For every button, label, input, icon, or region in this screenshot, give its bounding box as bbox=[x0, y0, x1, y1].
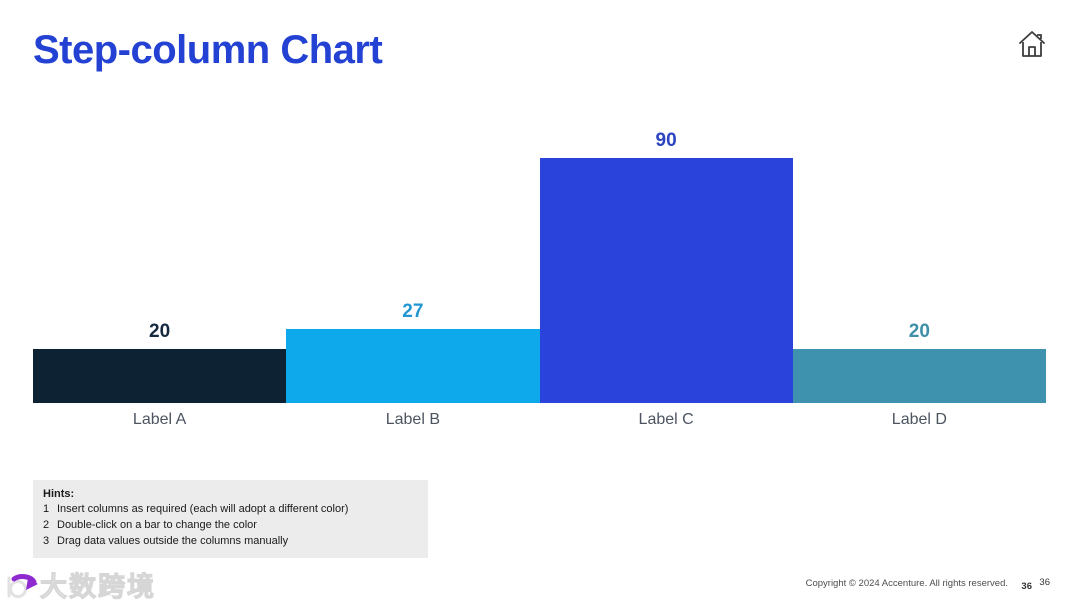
bar-value-label-label-a[interactable]: 20 bbox=[149, 321, 171, 342]
step-column-chart: 20 27 90 20 bbox=[33, 120, 1046, 403]
hint-number: 2 bbox=[43, 519, 50, 531]
hint-number: 1 bbox=[43, 503, 50, 515]
logo-swirl-icon bbox=[7, 574, 38, 598]
bar-label-a[interactable] bbox=[33, 349, 287, 403]
bar-label-b[interactable] bbox=[286, 329, 540, 403]
category-label-label-a: Label A bbox=[132, 411, 187, 428]
hint-number: 3 bbox=[43, 535, 50, 547]
page-number: 36 bbox=[1021, 581, 1032, 592]
bar-value-label-label-b[interactable]: 27 bbox=[402, 301, 424, 322]
hint-item: 2 Double-click on a bar to change the co… bbox=[43, 519, 416, 532]
hint-text: Double-click on a bar to change the colo… bbox=[57, 519, 257, 531]
hints-box: Hints: 1 Insert columns as required (eac… bbox=[33, 480, 428, 558]
category-label-label-b: Label B bbox=[385, 411, 440, 428]
watermark-logo: 大数跨境 bbox=[4, 570, 156, 604]
bar-column-label-c: 90 bbox=[539, 130, 793, 403]
page-number-secondary: 36 bbox=[1039, 577, 1050, 588]
bar-column-label-a: 20 bbox=[33, 321, 287, 403]
bar-value-label-label-c[interactable]: 90 bbox=[655, 130, 677, 151]
watermark-logo-text: 大数跨境 bbox=[40, 572, 156, 603]
hints-heading: Hints: bbox=[43, 488, 75, 500]
bar-label-d[interactable] bbox=[792, 349, 1046, 403]
page-title: Step-column Chart bbox=[33, 28, 383, 72]
bar-value-label-label-d[interactable]: 20 bbox=[908, 321, 930, 342]
home-button[interactable] bbox=[1017, 28, 1047, 60]
bar-column-label-d: 20 bbox=[792, 321, 1046, 403]
hint-item: 3 Drag data values outside the columns m… bbox=[43, 535, 416, 548]
hint-text: Drag data values outside the columns man… bbox=[57, 535, 289, 547]
home-icon bbox=[1019, 31, 1045, 57]
hint-text: Insert columns as required (each will ad… bbox=[57, 503, 349, 515]
bars-container: 20 27 90 20 bbox=[33, 120, 1046, 403]
category-axis-labels: Label A Label B Label C Label D bbox=[33, 411, 1046, 429]
copyright-text: Copyright © 2024 Accenture. All rights r… bbox=[805, 578, 1008, 589]
hint-item: 1 Insert columns as required (each will … bbox=[43, 503, 416, 516]
category-label-label-c: Label C bbox=[638, 411, 694, 428]
bar-column-label-b: 27 bbox=[286, 301, 540, 403]
category-label-label-d: Label D bbox=[891, 411, 947, 428]
bar-label-c[interactable] bbox=[539, 158, 793, 403]
